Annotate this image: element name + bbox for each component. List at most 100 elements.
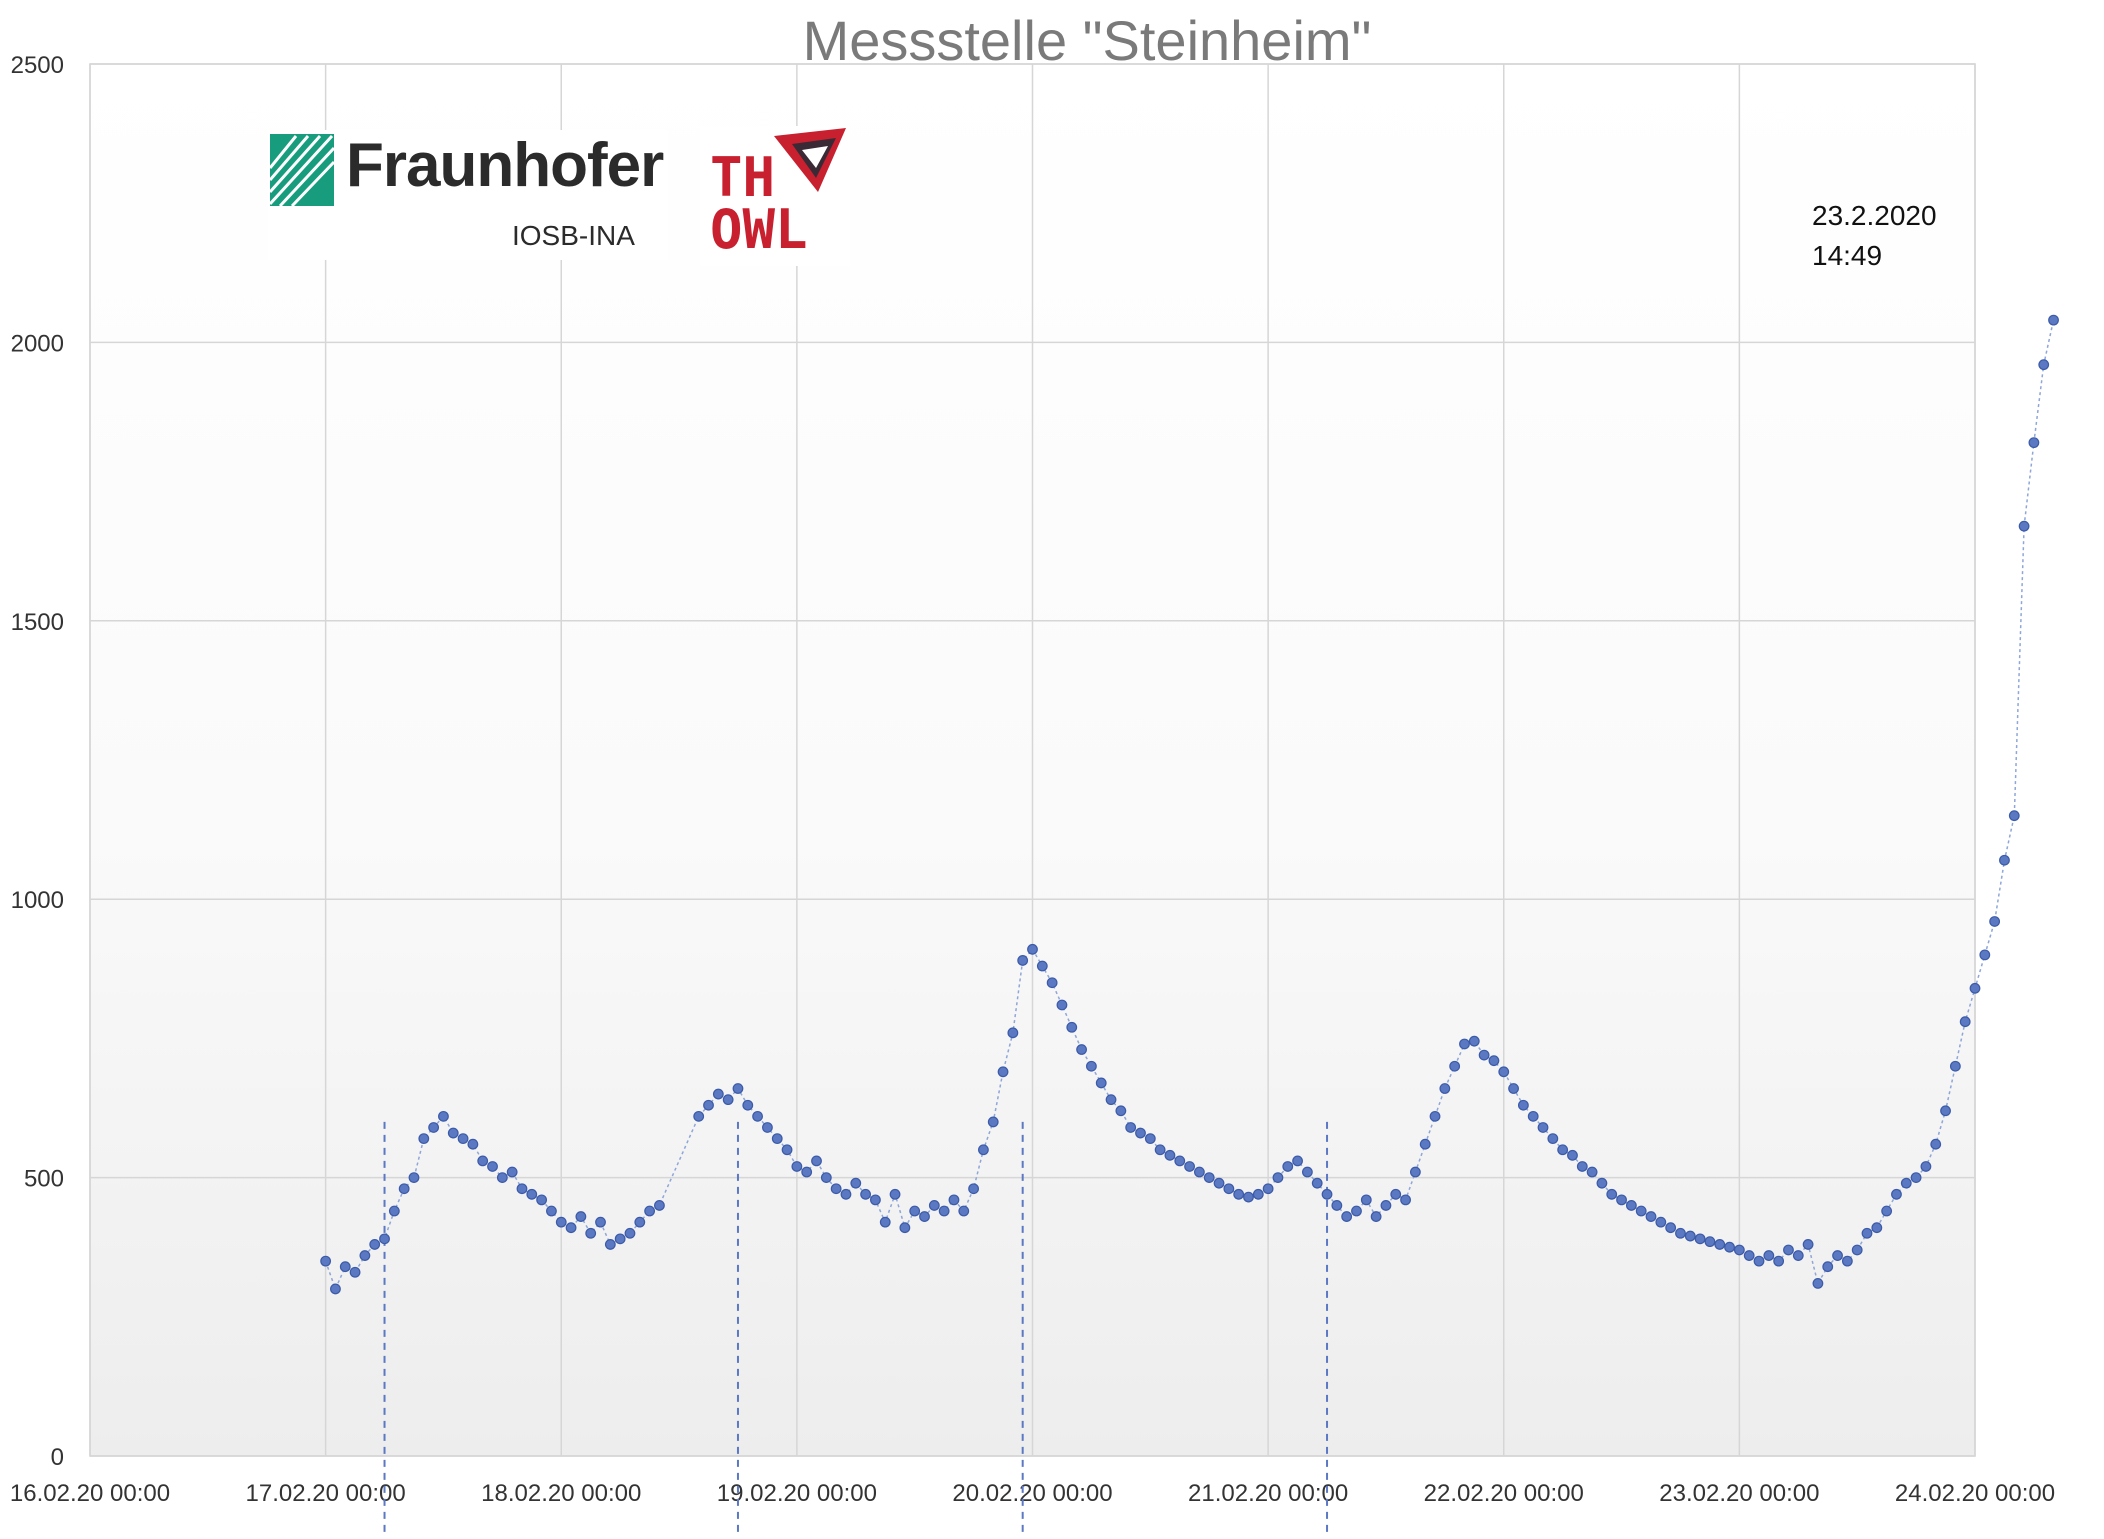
- data-point: [860, 1188, 871, 1200]
- data-point: [1056, 999, 1068, 1011]
- data-point: [811, 1155, 822, 1167]
- data-point: [1095, 1077, 1107, 1089]
- thowl-line2: OWL: [710, 198, 808, 261]
- data-point: [1017, 955, 1029, 966]
- data-point: [1537, 1122, 1549, 1133]
- data-point: [624, 1227, 636, 1239]
- data-point: [1910, 1172, 1922, 1183]
- y-tick-label: 1500: [11, 609, 64, 636]
- data-point: [1635, 1205, 1647, 1217]
- data-point: [1891, 1188, 1902, 1200]
- data-point: [928, 1200, 940, 1211]
- data-point: [830, 1183, 842, 1195]
- data-point: [496, 1172, 508, 1183]
- data-point: [1135, 1127, 1146, 1139]
- data-point: [1812, 1277, 1824, 1289]
- data-point: [447, 1127, 459, 1139]
- thowl-text: TH OWL: [710, 151, 808, 261]
- data-point: [1459, 1038, 1470, 1050]
- data-point: [1517, 1099, 1529, 1111]
- data-point: [1763, 1250, 1775, 1261]
- annotation-date: 23.2.2020: [1812, 200, 1937, 231]
- data-point: [1321, 1188, 1333, 1200]
- data-point: [1645, 1211, 1657, 1222]
- data-point: [1714, 1239, 1726, 1250]
- data-point: [487, 1161, 498, 1172]
- data-point: [958, 1205, 970, 1217]
- data-point: [1792, 1250, 1804, 1261]
- data-point: [1861, 1227, 1873, 1239]
- data-point: [604, 1239, 616, 1250]
- data-point: [546, 1205, 557, 1217]
- data-point: [2008, 810, 2020, 822]
- data-point: [1233, 1188, 1245, 1200]
- data-point: [536, 1194, 548, 1206]
- data-point: [1567, 1149, 1578, 1161]
- data-point: [850, 1177, 862, 1189]
- data-point: [1949, 1060, 1961, 1072]
- data-point: [1311, 1177, 1323, 1189]
- x-tick-label: 20.02.20 00:00: [952, 1480, 1112, 1507]
- data-point: [987, 1116, 999, 1128]
- data-point: [1046, 977, 1058, 989]
- data-point: [1184, 1161, 1195, 1172]
- fraunhofer-name: Fraunhofer: [346, 131, 664, 200]
- data-point: [1252, 1188, 1264, 1200]
- y-tick-label: 1000: [11, 887, 64, 914]
- data-point: [330, 1283, 341, 1295]
- data-point: [1508, 1083, 1519, 1094]
- data-point: [555, 1216, 567, 1228]
- data-point: [467, 1138, 479, 1150]
- data-point: [703, 1099, 714, 1111]
- data-point: [1341, 1211, 1353, 1222]
- data-point: [369, 1239, 381, 1250]
- data-point: [1439, 1083, 1451, 1094]
- data-point: [1360, 1194, 1372, 1206]
- data-point: [477, 1155, 489, 1167]
- fraunhofer-sub: IOSB-INA: [512, 220, 635, 251]
- data-point: [1753, 1255, 1765, 1267]
- data-point: [1665, 1222, 1677, 1234]
- data-point: [1164, 1149, 1176, 1161]
- data-point: [1066, 1021, 1078, 1033]
- data-point: [654, 1200, 665, 1211]
- data-point: [1743, 1250, 1755, 1261]
- data-point: [1105, 1094, 1117, 1106]
- data-point: [1282, 1161, 1294, 1172]
- data-point: [1468, 1035, 1480, 1047]
- data-point: [1154, 1144, 1166, 1156]
- data-point: [909, 1205, 921, 1217]
- data-point: [1989, 916, 2001, 927]
- data-point: [1498, 1066, 1510, 1078]
- data-point: [1390, 1188, 1402, 1200]
- data-point: [1979, 949, 1991, 961]
- data-point: [2018, 520, 2030, 532]
- data-point: [1488, 1055, 1500, 1067]
- x-tick-label: 24.02.20 00:00: [1895, 1480, 2055, 1507]
- data-point: [820, 1172, 832, 1183]
- data-point: [644, 1205, 656, 1217]
- data-point: [771, 1133, 783, 1145]
- data-point: [634, 1216, 646, 1228]
- data-point: [978, 1144, 989, 1156]
- data-point: [1625, 1200, 1637, 1211]
- data-point: [1194, 1166, 1205, 1178]
- y-tick-label: 2000: [11, 330, 64, 357]
- data-point: [1400, 1194, 1411, 1206]
- data-point: [320, 1255, 332, 1267]
- data-point: [359, 1250, 371, 1261]
- data-point: [1409, 1166, 1421, 1178]
- data-point: [1115, 1105, 1127, 1117]
- data-point: [565, 1222, 577, 1234]
- fraunhofer-mark-icon: [270, 134, 334, 206]
- data-point: [1557, 1144, 1569, 1156]
- data-point: [1223, 1183, 1235, 1195]
- data-point: [1547, 1133, 1559, 1145]
- data-point: [1292, 1155, 1303, 1167]
- data-point: [1419, 1138, 1431, 1150]
- data-point: [1449, 1060, 1461, 1072]
- data-point: [1684, 1230, 1696, 1242]
- data-point: [1832, 1250, 1843, 1261]
- data-point: [1203, 1172, 1215, 1183]
